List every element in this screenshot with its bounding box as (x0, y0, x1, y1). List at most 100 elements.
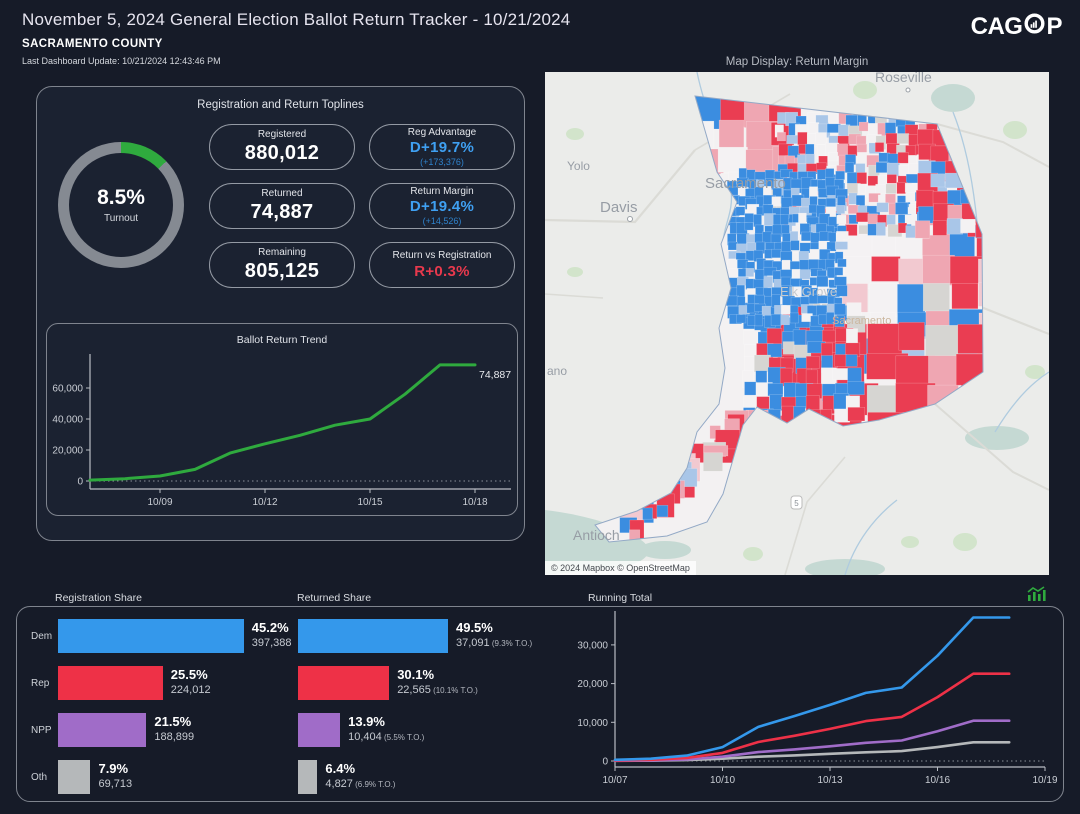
precinct[interactable] (858, 224, 869, 235)
precinct[interactable] (834, 241, 848, 250)
precinct[interactable] (867, 223, 877, 236)
precinct[interactable] (807, 122, 820, 134)
share-bar-oth[interactable] (298, 760, 317, 794)
precinct[interactable] (766, 328, 783, 345)
precinct[interactable] (885, 132, 898, 145)
precinct[interactable] (763, 276, 773, 289)
precinct[interactable] (798, 212, 807, 224)
precinct[interactable] (908, 134, 919, 147)
precinct[interactable] (905, 173, 920, 184)
precinct[interactable] (836, 143, 848, 157)
precinct[interactable] (767, 343, 782, 358)
precinct[interactable] (809, 196, 818, 206)
precinct[interactable] (780, 214, 789, 226)
precinct[interactable] (744, 222, 754, 231)
share-bar-oth[interactable] (58, 760, 90, 794)
precinct[interactable] (871, 256, 901, 282)
precinct[interactable] (957, 324, 990, 354)
precinct[interactable] (771, 196, 782, 207)
precinct[interactable] (769, 394, 784, 411)
precinct[interactable] (874, 142, 885, 153)
precinct[interactable] (834, 408, 850, 423)
precinct[interactable] (805, 355, 820, 369)
precinct[interactable] (717, 146, 748, 173)
precinct[interactable] (978, 258, 1004, 297)
share-bar-rep[interactable] (58, 666, 163, 700)
precinct[interactable] (745, 268, 755, 277)
precinct[interactable] (930, 173, 946, 188)
precinct[interactable] (976, 230, 1003, 260)
precinct[interactable] (858, 121, 869, 132)
precinct[interactable] (752, 279, 765, 289)
precinct[interactable] (915, 189, 934, 208)
precinct[interactable] (856, 135, 867, 146)
precinct[interactable] (834, 315, 845, 327)
precinct[interactable] (773, 178, 784, 188)
precinct[interactable] (917, 129, 934, 146)
share-bar-npp[interactable] (298, 713, 340, 747)
precinct[interactable] (771, 248, 782, 259)
precinct[interactable] (922, 283, 950, 312)
precinct[interactable] (767, 383, 784, 397)
precinct[interactable] (780, 314, 790, 326)
precinct[interactable] (869, 283, 900, 317)
precinct[interactable] (736, 284, 745, 298)
precinct[interactable] (951, 283, 979, 310)
precinct[interactable] (818, 314, 828, 325)
precinct[interactable] (895, 202, 909, 215)
map-attribution[interactable]: © 2024 Mapbox © OpenStreetMap (545, 561, 696, 575)
precinct[interactable] (885, 193, 896, 204)
precinct[interactable] (834, 267, 844, 276)
precinct[interactable] (827, 113, 838, 123)
precinct[interactable] (898, 322, 925, 351)
precinct[interactable] (797, 131, 808, 146)
precinct[interactable] (886, 214, 896, 226)
precinct[interactable] (744, 381, 757, 396)
share-bar-dem[interactable] (58, 619, 244, 653)
precinct[interactable] (825, 312, 835, 325)
precinct[interactable] (786, 135, 799, 145)
precinct[interactable] (847, 367, 862, 383)
share-bar-npp[interactable] (58, 713, 146, 747)
precinct[interactable] (836, 205, 846, 214)
series-line-npp[interactable] (613, 719, 1011, 762)
series-line-returned[interactable] (88, 363, 477, 482)
precinct[interactable] (799, 269, 811, 280)
precinct[interactable] (762, 186, 772, 196)
precinct[interactable] (834, 303, 846, 316)
precinct[interactable] (805, 395, 820, 412)
precinct[interactable] (914, 220, 931, 239)
precinct[interactable] (867, 323, 903, 359)
precinct[interactable] (836, 214, 847, 225)
precinct[interactable] (886, 174, 897, 184)
precinct[interactable] (792, 329, 807, 347)
precinct[interactable] (834, 354, 847, 367)
precinct[interactable] (782, 341, 795, 355)
precinct[interactable] (949, 256, 984, 284)
precinct[interactable] (770, 313, 782, 326)
running-total-chart[interactable]: 0 10,000 20,000 30,000 10/07 10/10 10/13 10/16 1… (557, 609, 1057, 799)
ballot-return-trend-chart[interactable]: 0 20,000 40,000 60,000 10/09 10/12 10/15 10/18 7… (47, 348, 517, 514)
precinct[interactable] (762, 231, 772, 244)
precinct[interactable] (847, 381, 865, 395)
precinct[interactable] (876, 222, 886, 236)
precinct[interactable] (744, 213, 754, 223)
precinct[interactable] (856, 212, 870, 223)
precinct[interactable] (835, 170, 845, 180)
precinct[interactable] (960, 218, 976, 234)
precinct[interactable] (844, 256, 871, 289)
return-margin-map[interactable]: 5 Roseville Yolo Davis Sacramento Elk Grove Sa… (545, 72, 1049, 575)
precinct[interactable] (897, 283, 926, 315)
series-line-dem[interactable] (613, 616, 1011, 762)
precinct[interactable] (897, 152, 909, 164)
precinct[interactable] (789, 312, 799, 324)
precinct[interactable] (876, 202, 889, 213)
precinct[interactable] (866, 385, 900, 417)
precinct[interactable] (855, 195, 866, 207)
precinct[interactable] (789, 261, 802, 271)
precinct[interactable] (836, 285, 848, 297)
precinct[interactable] (885, 183, 897, 194)
precinct[interactable] (832, 368, 849, 381)
precinct[interactable] (754, 314, 763, 327)
precinct[interactable] (776, 131, 786, 142)
